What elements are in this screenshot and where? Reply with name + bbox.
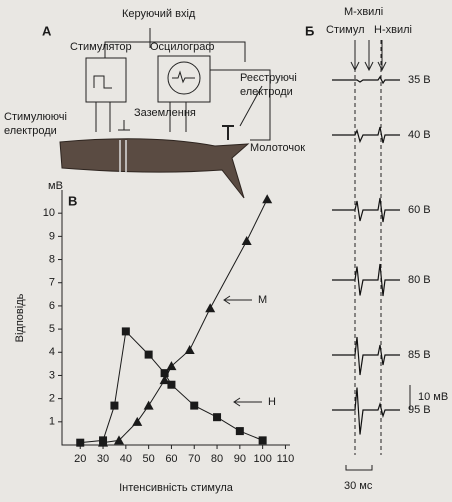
x-tick-label: 50 — [143, 453, 155, 465]
y-tick-label: 8 — [49, 253, 55, 265]
label: М-хвилі — [344, 6, 383, 18]
label: Осцилограф — [150, 41, 214, 53]
trace — [332, 126, 400, 144]
label: електроди — [240, 86, 293, 98]
y-tick-label: 5 — [49, 323, 55, 335]
trace-label: 40 В — [408, 129, 431, 141]
label: Стимулюючі — [4, 111, 67, 123]
y-tick-label: 4 — [49, 346, 55, 358]
point — [166, 361, 177, 371]
y-tick-label: 6 — [49, 300, 55, 312]
point — [190, 401, 199, 410]
x-tick-label: 80 — [211, 453, 223, 465]
arrows — [350, 40, 387, 72]
oscillograph-box — [157, 55, 211, 103]
point — [143, 400, 154, 410]
label: Реєструючі — [240, 72, 297, 84]
point — [205, 303, 216, 313]
x-tick-label: 60 — [165, 453, 177, 465]
label: Стимул — [326, 24, 365, 36]
pulse-icon — [93, 75, 112, 89]
x-tick-label: 40 — [120, 453, 132, 465]
x-tick-label: 20 — [74, 453, 86, 465]
point — [132, 416, 143, 426]
callout-arrow — [233, 397, 262, 407]
screen — [167, 61, 201, 95]
panel-label: В — [68, 193, 77, 208]
trace — [332, 263, 400, 297]
y-tick-label: 1 — [49, 416, 55, 428]
y-unit: мВ — [48, 180, 63, 192]
point — [184, 344, 195, 354]
point — [160, 369, 169, 378]
point — [167, 380, 176, 389]
trace-label: 85 В — [408, 349, 431, 361]
point — [144, 350, 153, 359]
point — [99, 436, 108, 445]
panel-label: А — [42, 23, 52, 38]
trace-label: 60 В — [408, 204, 431, 216]
trace — [332, 336, 400, 376]
label: Керуючий вхід — [122, 8, 196, 20]
point — [121, 327, 130, 336]
y-tick-label: 3 — [49, 369, 55, 381]
point — [213, 413, 222, 422]
trace-label: 80 В — [408, 274, 431, 286]
panel-label: Б — [305, 23, 314, 38]
label: електроди — [4, 125, 57, 137]
x-axis-label: Інтенсивність стимула — [119, 482, 234, 494]
y-tick-label: 7 — [49, 277, 55, 289]
traces: 35 В 40 В 60 В 80 В 85 В 95 В — [332, 40, 431, 471]
point — [110, 401, 119, 410]
point — [262, 194, 273, 204]
point — [159, 375, 170, 385]
x-tick-label: 100 — [253, 453, 271, 465]
label: 30 мс — [344, 480, 373, 492]
x-tick-label: 30 — [97, 453, 109, 465]
callout-arrow — [223, 295, 252, 305]
electrode-wires — [95, 102, 187, 132]
scale-bar — [345, 385, 411, 471]
y-tick-label: 10 — [43, 207, 55, 219]
label: Заземлення — [134, 107, 196, 119]
hammer-icon — [222, 125, 234, 140]
series-label: М — [258, 294, 267, 306]
trace-label: 35 В — [408, 74, 431, 86]
series-line — [102, 199, 268, 444]
point — [114, 435, 124, 445]
leg — [59, 138, 250, 199]
x-tick-label: 110 — [277, 453, 295, 465]
nerve-marks — [119, 140, 127, 172]
wires — [104, 28, 271, 141]
screen-trace — [172, 70, 195, 84]
pointer — [239, 85, 263, 127]
label: Стимулятор — [70, 41, 132, 53]
y-tick-label: 2 — [49, 393, 55, 405]
point — [235, 427, 244, 436]
dashed-line — [354, 40, 382, 455]
point — [76, 438, 85, 447]
axes — [61, 190, 290, 446]
point — [241, 236, 252, 245]
trace — [332, 197, 400, 223]
stimulator-box — [85, 57, 127, 103]
y-tick-label: 9 — [49, 230, 55, 242]
x-tick-label: 70 — [188, 453, 200, 465]
point — [258, 436, 267, 445]
trace-label: 95 В — [408, 404, 431, 416]
label: Молоточок — [250, 142, 305, 154]
label: 10 мВ — [418, 391, 448, 403]
x-tick-label: 90 — [234, 453, 246, 465]
chart: 1 2 3 4 5 6 7 8 9 10 20 30 40 50 60 70 80 90 100 110 мВ В Інте… — [14, 180, 294, 494]
trace — [332, 387, 400, 435]
y-axis-label: Відповідь — [14, 293, 26, 342]
series-label: Н — [268, 396, 276, 408]
label: Н-хвилі — [374, 24, 412, 36]
setup-diagram — [85, 28, 271, 141]
trace — [332, 75, 400, 85]
